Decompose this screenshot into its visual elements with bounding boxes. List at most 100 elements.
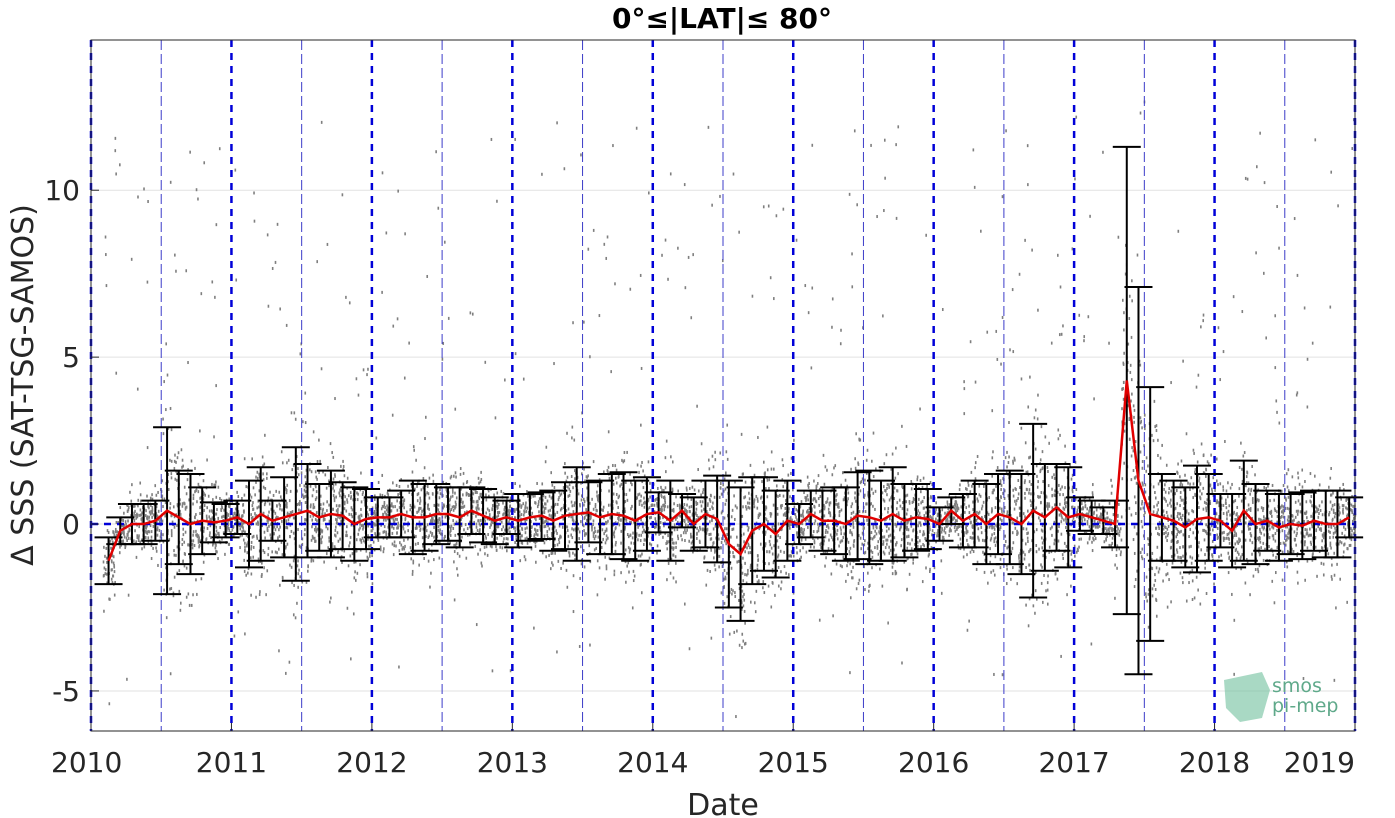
data-point — [364, 500, 366, 504]
data-point — [1031, 248, 1033, 252]
data-point — [723, 601, 726, 605]
data-point — [542, 518, 544, 522]
data-point — [807, 483, 809, 487]
data-point — [956, 519, 958, 523]
data-point — [251, 535, 254, 539]
data-point — [537, 502, 540, 506]
data-point — [1023, 481, 1026, 485]
data-point — [667, 277, 669, 281]
data-point — [659, 526, 661, 530]
data-point — [766, 468, 769, 472]
data-point — [385, 231, 388, 235]
data-point — [315, 490, 318, 494]
data-point — [169, 406, 172, 410]
data-point — [1046, 502, 1049, 506]
data-point — [472, 499, 474, 503]
data-point — [811, 286, 814, 290]
data-point — [432, 540, 435, 544]
data-point — [496, 500, 498, 504]
data-point — [582, 548, 585, 552]
data-point — [1020, 426, 1023, 430]
data-point — [309, 484, 312, 488]
data-point — [526, 526, 528, 530]
data-point — [741, 632, 744, 636]
data-point — [615, 492, 618, 496]
scatter-points — [102, 100, 1357, 719]
data-point — [197, 490, 200, 494]
data-point — [907, 534, 910, 538]
data-point — [437, 206, 440, 210]
data-point — [731, 508, 734, 512]
data-point — [229, 531, 232, 535]
data-point — [480, 501, 483, 505]
data-point — [847, 487, 849, 491]
data-point — [273, 525, 276, 529]
data-point — [133, 519, 136, 523]
data-point — [722, 483, 724, 487]
data-point — [199, 496, 201, 500]
data-point — [966, 553, 968, 557]
data-point — [828, 503, 831, 507]
data-point — [479, 523, 482, 527]
data-point — [244, 632, 246, 636]
data-point — [273, 532, 275, 536]
data-point — [866, 502, 868, 506]
data-point — [1063, 518, 1065, 522]
data-point — [725, 450, 728, 454]
data-point — [727, 514, 729, 518]
data-point — [986, 330, 989, 334]
data-point — [854, 496, 856, 500]
data-point — [1072, 516, 1075, 520]
data-point — [252, 486, 255, 490]
data-point — [241, 497, 243, 501]
data-point — [736, 629, 738, 633]
data-point — [957, 525, 959, 529]
data-point — [146, 494, 148, 498]
data-point — [1040, 491, 1043, 495]
data-point — [701, 500, 704, 504]
data-point — [456, 552, 459, 556]
data-point — [151, 508, 154, 512]
data-point — [566, 525, 569, 529]
data-point — [772, 467, 775, 471]
data-point — [641, 460, 643, 464]
data-point — [877, 540, 880, 544]
data-point — [452, 526, 455, 530]
data-point — [764, 542, 767, 546]
data-point — [912, 528, 915, 532]
data-point — [1054, 572, 1057, 576]
data-point — [1034, 570, 1037, 574]
data-point — [176, 470, 178, 474]
data-point — [671, 508, 674, 512]
data-point — [1046, 504, 1048, 508]
data-point — [359, 563, 361, 567]
data-point — [750, 536, 752, 540]
data-point — [736, 543, 739, 547]
data-point — [713, 563, 716, 567]
data-point — [916, 511, 919, 515]
data-point — [414, 542, 417, 546]
data-point — [1028, 480, 1031, 484]
data-point — [859, 536, 862, 540]
data-point — [486, 553, 489, 557]
data-point — [122, 531, 124, 535]
data-point — [1051, 506, 1054, 510]
data-point — [725, 471, 727, 475]
data-point — [1040, 425, 1043, 429]
data-point — [314, 470, 317, 474]
data-point — [182, 559, 184, 563]
data-point — [258, 475, 261, 479]
data-point — [832, 538, 834, 542]
data-point — [487, 489, 490, 493]
data-point — [475, 525, 478, 529]
data-point — [253, 219, 256, 223]
data-point — [720, 540, 723, 544]
data-point — [780, 570, 782, 574]
data-point — [1059, 285, 1062, 289]
data-point — [459, 467, 462, 471]
data-point — [214, 295, 216, 299]
data-point — [957, 544, 960, 548]
data-point — [352, 612, 355, 616]
data-point — [579, 576, 581, 580]
data-point — [296, 503, 299, 507]
